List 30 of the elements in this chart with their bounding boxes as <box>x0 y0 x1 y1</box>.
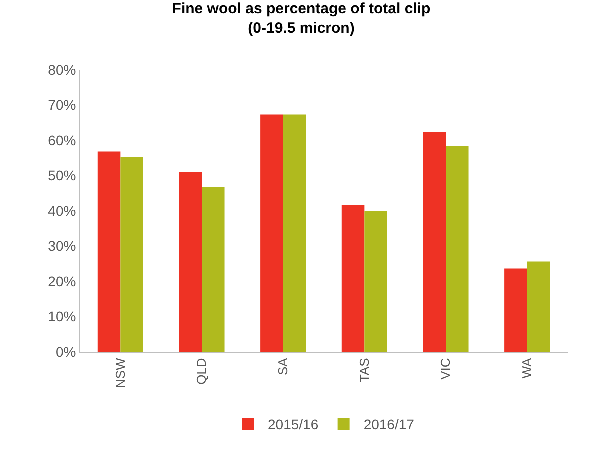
legend-label: 2016/17 <box>364 416 415 432</box>
bar <box>179 172 202 352</box>
bar <box>98 152 121 352</box>
bar <box>446 146 469 352</box>
y-tick-label: 70% <box>48 97 76 114</box>
y-tick-label: 20% <box>48 273 76 290</box>
chart-title: Fine wool as percentage of total clip (0-19.5 micron) <box>172 0 431 38</box>
y-tick-label: 0% <box>56 344 76 360</box>
y-tick-label: 50% <box>48 168 76 184</box>
bar <box>423 132 446 352</box>
bar <box>342 205 365 352</box>
bar <box>202 187 225 352</box>
bar <box>120 157 144 352</box>
x-tick-label: TAS <box>356 358 372 383</box>
y-tick-label: 10% <box>48 308 76 325</box>
x-tick-label: NSW <box>112 357 128 389</box>
x-tick-label: VIC <box>438 358 454 380</box>
y-tick-label: 30% <box>48 238 76 254</box>
legend-label: 2015/16 <box>268 416 319 432</box>
y-tick-label: 40% <box>48 202 76 219</box>
bar <box>504 268 528 352</box>
bar <box>527 262 550 352</box>
bar <box>364 211 388 352</box>
y-tick-label: 60% <box>48 132 76 148</box>
bar <box>260 114 284 352</box>
x-tick-label: QLD <box>194 358 210 385</box>
y-tick-label: 80% <box>48 62 76 78</box>
x-tick-label: WA <box>520 358 535 379</box>
bar <box>283 114 306 352</box>
x-tick-label: SA <box>276 358 291 376</box>
